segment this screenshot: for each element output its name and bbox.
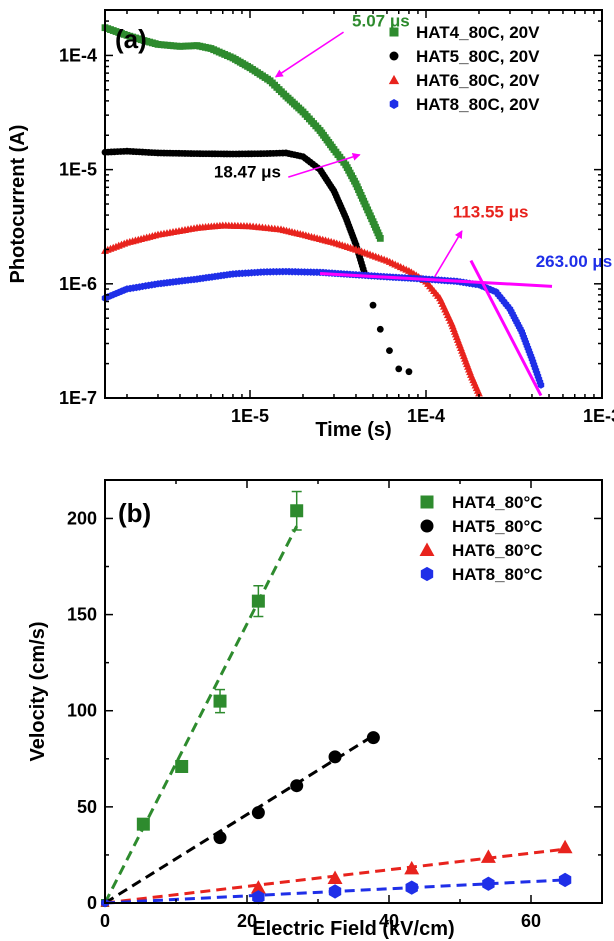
- x-tick-label-b: 20: [237, 911, 257, 931]
- data-point: [251, 806, 265, 820]
- data-point: [328, 750, 342, 764]
- fit-line-b: [104, 734, 375, 905]
- data-point: [136, 817, 150, 831]
- annotation-arrow: [433, 230, 463, 278]
- data-point: [290, 504, 304, 518]
- plot-frame-b: [104, 479, 603, 904]
- y-tick-label-a: 1E-7: [59, 388, 97, 408]
- fit-line-a-1: [469, 259, 543, 397]
- y-tick-label-b: 100: [67, 701, 97, 721]
- data-point: [475, 389, 483, 397]
- y-tick-label-b: 150: [67, 605, 97, 625]
- annotation-text: 5.07 μs: [352, 11, 410, 30]
- y-axis-label-b: Velocity (cm/s): [27, 621, 49, 761]
- data-point: [327, 870, 343, 884]
- panel-label-a: (a): [115, 24, 147, 54]
- legend-label: HAT5_80C, 20V: [416, 47, 540, 66]
- data-point: [250, 880, 266, 894]
- x-tick-label-b: 40: [379, 911, 399, 931]
- x-axis-label-b: Electric Field (kV/cm): [252, 918, 454, 940]
- x-tick-label-a: 1E-5: [231, 406, 269, 426]
- data-point: [290, 779, 304, 793]
- x-tick-label-a: 1E-3: [583, 406, 614, 426]
- series-a-2: [101, 221, 483, 397]
- data-point: [376, 234, 384, 242]
- y-tick-label-a: 1E-4: [59, 45, 97, 65]
- legend-label: HAT8_80°C: [452, 565, 543, 584]
- legend-marker: [389, 99, 399, 109]
- data-point: [369, 301, 377, 309]
- legend-marker: [420, 495, 434, 509]
- annotation-text: 263.00 μs: [536, 252, 613, 271]
- data-point: [252, 890, 265, 905]
- legend-a: HAT4_80C, 20V HAT5_80C, 20V HAT6_80C, 20V H…: [388, 23, 540, 114]
- y-tick-label-a: 1E-5: [59, 160, 97, 180]
- panel-b-plot: [100, 490, 573, 908]
- legend-marker: [419, 542, 435, 556]
- legend-label: HAT4_80C, 20V: [416, 23, 540, 42]
- y-tick-label-b: 0: [87, 893, 97, 913]
- legend-marker: [420, 519, 434, 533]
- data-point: [404, 860, 420, 875]
- series-b-1: [101, 731, 380, 907]
- data-point: [537, 381, 545, 389]
- data-point: [480, 849, 496, 863]
- fit-line-b: [103, 525, 299, 904]
- y-axis-label-a: Photocurrent (A): [7, 125, 29, 284]
- data-point: [405, 880, 418, 895]
- y-tick-label-b: 50: [77, 797, 97, 817]
- series-b-2: [100, 839, 573, 907]
- legend-label: HAT8_80C, 20V: [416, 95, 540, 114]
- data-point: [366, 731, 380, 745]
- legend-marker: [388, 74, 400, 85]
- data-point: [386, 347, 393, 355]
- data-point: [175, 759, 189, 773]
- data-point: [213, 694, 227, 708]
- panel-a-plot: 5.07 μs 18.47 μs 113.55 μs 263.00 μs: [101, 11, 613, 397]
- legend-marker: [420, 566, 434, 582]
- data-point: [557, 839, 573, 854]
- legend-label: HAT5_80°C: [452, 517, 543, 536]
- panel-a: 5.07 μs 18.47 μs 113.55 μs 263.00 μs 1E-5 1E-…: [7, 9, 614, 441]
- fit-line-a-0: [319, 272, 553, 288]
- panel-b: 0 20 40 60 0 50 100 150 200 Electric Field (kV/cm…: [27, 479, 603, 940]
- annotation-arrow: [288, 153, 361, 178]
- data-point: [482, 876, 495, 891]
- legend-label: HAT6_80C, 20V: [416, 71, 540, 90]
- x-axis-label-a: Time (s): [315, 419, 391, 441]
- annotation-text: 18.47 μs: [214, 163, 281, 182]
- data-point: [376, 325, 384, 333]
- legend-marker: [389, 51, 399, 61]
- data-point: [558, 872, 572, 888]
- panel-label-b: (b): [118, 498, 151, 528]
- data-point: [395, 365, 403, 373]
- series-a-0: [101, 24, 384, 242]
- x-tick-label-b: 0: [100, 911, 110, 931]
- data-point: [328, 884, 342, 899]
- legend-label: HAT6_80°C: [452, 541, 543, 560]
- legend-label: HAT4_80°C: [452, 493, 543, 512]
- y-tick-label-b: 200: [67, 508, 97, 528]
- annotation-text: 113.55 μs: [453, 203, 529, 222]
- series-a-3: [101, 267, 545, 389]
- series-b-3: [101, 872, 572, 908]
- data-point: [405, 368, 413, 376]
- series-a-1: [101, 147, 413, 376]
- legend-b: HAT4_80°C HAT5_80°C HAT6_80°C HAT8_80°C: [419, 493, 543, 584]
- series-b-0: [101, 490, 304, 907]
- data-point: [213, 831, 227, 845]
- y-tick-label-a: 1E-6: [59, 274, 97, 294]
- data-point: [251, 594, 265, 608]
- x-tick-label-b: 60: [521, 911, 541, 931]
- x-tick-label-a: 1E-4: [407, 406, 445, 426]
- legend-marker: [389, 27, 399, 37]
- annotation-arrow: [274, 31, 344, 78]
